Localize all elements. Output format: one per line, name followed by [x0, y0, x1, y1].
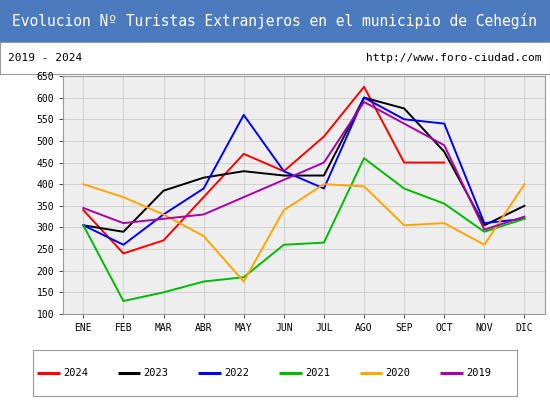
2021	[200, 279, 207, 284]
2022	[521, 216, 528, 221]
Line: 2019: 2019	[83, 102, 525, 230]
2022	[240, 112, 247, 117]
2023	[361, 95, 367, 100]
2020	[481, 242, 488, 247]
Line: 2022: 2022	[83, 98, 525, 245]
Text: http://www.foro-ciudad.com: http://www.foro-ciudad.com	[366, 53, 542, 63]
2022	[361, 95, 367, 100]
2019	[321, 160, 327, 165]
Text: 2023: 2023	[144, 368, 168, 378]
2022	[401, 117, 408, 122]
2019	[361, 100, 367, 104]
2023	[481, 223, 488, 228]
2021	[280, 242, 287, 247]
2020	[240, 279, 247, 284]
Text: 2022: 2022	[224, 368, 249, 378]
Line: 2020: 2020	[83, 184, 525, 282]
2022	[321, 186, 327, 191]
2023	[240, 169, 247, 174]
2023	[200, 175, 207, 180]
2022	[80, 223, 86, 228]
2023	[521, 204, 528, 208]
2023	[280, 173, 287, 178]
2023	[80, 223, 86, 228]
2022	[120, 242, 127, 247]
2020	[160, 212, 167, 217]
2022	[200, 186, 207, 191]
2019	[441, 143, 448, 148]
2021	[521, 216, 528, 221]
2020	[441, 221, 448, 226]
2024	[160, 238, 167, 243]
2020	[401, 223, 408, 228]
2022	[160, 212, 167, 217]
2021	[441, 201, 448, 206]
2021	[160, 290, 167, 295]
2022	[280, 169, 287, 174]
2019	[481, 227, 488, 232]
2020	[200, 234, 207, 238]
2024	[361, 84, 367, 89]
2019	[160, 216, 167, 221]
2021	[120, 299, 127, 304]
2023	[441, 149, 448, 154]
2024	[80, 208, 86, 212]
2021	[321, 240, 327, 245]
2020	[80, 182, 86, 186]
Text: Evolucion Nº Turistas Extranjeros en el municipio de Cehegín: Evolucion Nº Turistas Extranjeros en el …	[13, 13, 537, 29]
2023	[401, 106, 408, 111]
2019	[80, 206, 86, 210]
2024	[240, 152, 247, 156]
Text: 2024: 2024	[63, 368, 88, 378]
Text: 2019 - 2024: 2019 - 2024	[8, 53, 82, 63]
2020	[521, 182, 528, 186]
Text: 2020: 2020	[386, 368, 410, 378]
2023	[160, 188, 167, 193]
Text: 2021: 2021	[305, 368, 330, 378]
Text: 2019: 2019	[466, 368, 491, 378]
2019	[280, 178, 287, 182]
2023	[321, 173, 327, 178]
2020	[280, 208, 287, 212]
2019	[120, 221, 127, 226]
2024	[200, 195, 207, 200]
2022	[481, 221, 488, 226]
2024	[321, 134, 327, 139]
2024	[280, 169, 287, 174]
Line: 2023: 2023	[83, 98, 525, 232]
2021	[481, 229, 488, 234]
2019	[200, 212, 207, 217]
2024	[120, 251, 127, 256]
2023	[120, 229, 127, 234]
Line: 2024: 2024	[83, 87, 444, 254]
2020	[361, 184, 367, 189]
2024	[441, 160, 448, 165]
2024	[401, 160, 408, 165]
2021	[361, 156, 367, 161]
2019	[521, 214, 528, 219]
2020	[120, 195, 127, 200]
2021	[401, 186, 408, 191]
2021	[240, 275, 247, 280]
2020	[321, 182, 327, 186]
Line: 2021: 2021	[83, 158, 525, 301]
2021	[80, 223, 86, 228]
2022	[441, 121, 448, 126]
2019	[240, 195, 247, 200]
2019	[401, 121, 408, 126]
